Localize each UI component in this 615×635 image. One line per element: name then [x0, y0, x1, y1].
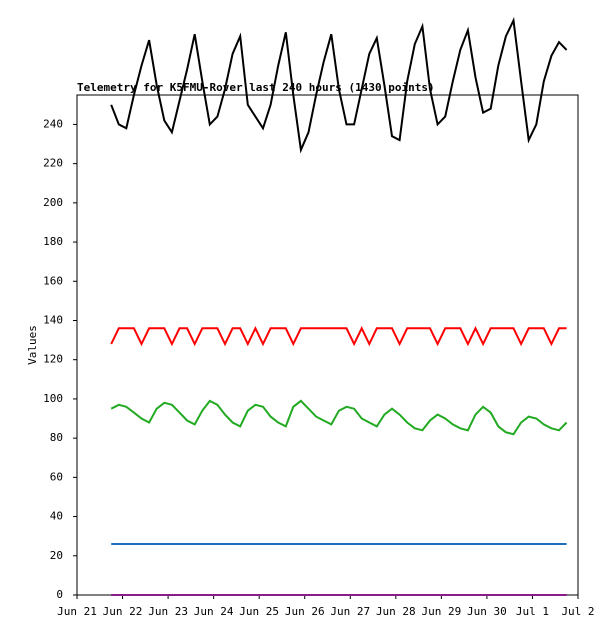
y-tick-label: 20 [50, 549, 63, 562]
y-tick-label: 80 [50, 431, 63, 444]
y-tick-label: 40 [50, 510, 63, 523]
series-line [110, 326, 567, 347]
y-tick-label: 0 [56, 588, 63, 601]
x-tick-label: Jul 1 [516, 605, 549, 618]
x-tick-label: Jun 26 [285, 605, 325, 618]
series-line [110, 17, 568, 154]
x-tick-label: Jun 25 [239, 605, 279, 618]
y-tick-label: 240 [43, 117, 63, 130]
y-tick-label: 60 [50, 470, 63, 483]
x-tick-label: Jun 27 [330, 605, 370, 618]
x-tick-label: Jun 23 [148, 605, 188, 618]
x-tick-label: Jun 30 [467, 605, 507, 618]
x-tick-label: Jun 22 [103, 605, 143, 618]
y-axis-label: Values [26, 325, 39, 365]
x-tick-label: Jun 21 [57, 605, 97, 618]
x-tick-label: Jun 28 [376, 605, 416, 618]
x-tick-label: Jun 29 [421, 605, 461, 618]
x-tick-label: Jun 24 [194, 605, 234, 618]
y-tick-label: 220 [43, 157, 63, 170]
y-tick-label: 100 [43, 392, 63, 405]
y-tick-label: 180 [43, 235, 63, 248]
chart-title: Telemetry for K5FMU-Rover last 240 hours… [77, 81, 435, 94]
y-tick-label: 140 [43, 313, 63, 326]
series-line [110, 399, 568, 436]
y-tick-label: 200 [43, 196, 63, 209]
x-tick-label: Jul 2 [561, 605, 594, 618]
y-tick-label: 120 [43, 353, 63, 366]
y-tick-label: 160 [43, 274, 63, 287]
plot-frame [76, 94, 579, 596]
